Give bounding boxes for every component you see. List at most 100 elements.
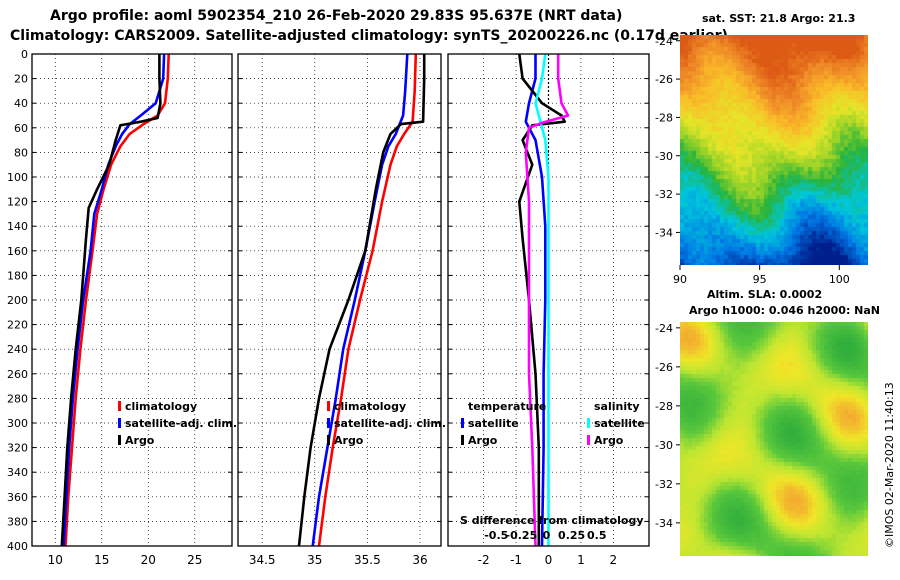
depth-tick-label: 220: [7, 319, 28, 332]
s-tick-label: 0.25: [558, 529, 585, 542]
map-y-tick-label: -26: [655, 73, 673, 86]
legend-swatch-t-argo: [461, 435, 464, 445]
map-y-tick-label: -30: [655, 150, 673, 163]
s-tick-label: 0: [543, 529, 551, 542]
depth-tick-label: 260: [7, 368, 28, 381]
depth-tick-label: 140: [7, 220, 28, 233]
map-x-tick-label: 95: [753, 273, 767, 286]
series-line-climatology: [317, 53, 418, 547]
s-tick-label: -0.5: [484, 529, 508, 542]
series-line-temperature-argo: [517, 53, 567, 546]
map-y-tick-label: -24: [655, 322, 673, 335]
panel-frame: [31, 53, 233, 547]
difference-legend: temperature satellite Argo salinity sate…: [460, 400, 645, 542]
depth-tick-label: 200: [7, 294, 28, 307]
map-y-tick-label: -34: [655, 226, 673, 239]
x-tick-label: 36: [412, 553, 427, 567]
depth-tick-label: 300: [7, 417, 28, 430]
depth-tick-label: 380: [7, 515, 28, 528]
sla-map-title-2: Argo h1000: 0.046 h2000: NaN: [689, 304, 880, 317]
salinity-panel: 34.5 35 35.5 36: [237, 53, 442, 567]
legend-swatch-climatology: [327, 401, 330, 411]
depth-tick-label: 40: [14, 97, 28, 110]
temperature-legend: climatology satellite-adj. clim. Argo: [118, 400, 237, 447]
imos-credit: ©IMOS 02-Mar-2020 11:40:13: [883, 382, 896, 548]
legend-swatch-satellite: [327, 418, 330, 428]
legend-label-s-argo: Argo: [594, 434, 624, 447]
x-tick-label: 35.5: [354, 553, 381, 567]
depth-tick-label: 0: [21, 48, 28, 61]
sla-map-y-axis: -24 -26 -28 -30 -32 -34: [655, 322, 680, 530]
depth-tick-label: 400: [7, 540, 28, 553]
title-line-2: Climatology: CARS2009. Satellite-adjuste…: [10, 28, 728, 44]
depth-tick-label: 340: [7, 466, 28, 479]
sla-map-title-1: Altim. SLA: 0.0002: [707, 288, 822, 301]
s-tick-label: -0.25: [506, 529, 538, 542]
sst-map: [680, 35, 868, 265]
depth-axis: 0 20 40 60 80 100 120 140 160 180 200 220 240 260 280 3…: [7, 48, 28, 553]
sla-map: [680, 322, 868, 556]
series-line-argo: [60, 54, 162, 547]
series-line-salinity-satellite: [534, 53, 550, 546]
legend-label-t-satellite: satellite: [468, 417, 519, 430]
x-tick-label: 2: [610, 553, 618, 567]
legend-swatch-t-satellite: [461, 418, 464, 428]
title-line-1: Argo profile: aoml 5902354_210 26-Feb-20…: [50, 8, 622, 24]
s-axis-ticks: -0.5-0.25 0 0.25 0.5: [484, 529, 606, 542]
sst-map-image: [680, 35, 868, 265]
depth-tick-label: 100: [7, 171, 28, 184]
sst-map-x-axis: 90 95 100: [673, 265, 850, 286]
x-tick-label: -2: [478, 553, 490, 567]
series-line-satellite-adj-clim-: [62, 53, 166, 547]
x-tick-label: 34.5: [249, 553, 276, 567]
series-line-salinity-argo: [524, 54, 570, 547]
x-tick-label: -1: [510, 553, 522, 567]
sla-map-image: [680, 322, 868, 556]
series-line-temperature-satellite: [524, 54, 547, 547]
salinity-legend: climatology satellite-adj. clim. Argo: [327, 400, 446, 447]
sst-map-y-axis: -24 -26 -28 -30 -32 -34: [655, 35, 680, 239]
legend-swatch-climatology: [118, 401, 121, 411]
legend-label-satellite: satellite-adj. clim.: [334, 417, 446, 430]
legend-label-satellite: satellite-adj. clim.: [125, 417, 237, 430]
x-tick-label: 25: [187, 553, 202, 567]
legend-label-argo: Argo: [125, 434, 155, 447]
s-tick-label: 0.5: [587, 529, 607, 542]
legend-swatch-s-satellite: [587, 418, 590, 428]
depth-tick-label: 20: [14, 73, 28, 86]
depth-tick-label: 180: [7, 269, 28, 282]
depth-tick-label: 320: [7, 442, 28, 455]
depth-tick-label: 120: [7, 196, 28, 209]
depth-tick-label: 160: [7, 245, 28, 258]
legend-label-climatology: climatology: [125, 400, 197, 413]
map-y-tick-label: -32: [655, 478, 673, 491]
panel-frame: [237, 53, 442, 547]
temperature-panel: 10 15 20 25: [31, 53, 233, 567]
legend-swatch-s-argo: [587, 435, 590, 445]
map-y-tick-label: -24: [655, 35, 673, 48]
legend-label-climatology: climatology: [334, 400, 406, 413]
legend-salinity-heading: salinity: [594, 400, 640, 413]
sst-map-title: sat. SST: 21.8 Argo: 21.3: [702, 12, 855, 25]
depth-tick-label: 280: [7, 392, 28, 405]
panel-frame: [447, 53, 650, 547]
x-tick-label: 0: [545, 553, 553, 567]
depth-tick-label: 240: [7, 343, 28, 356]
x-tick-label: 15: [94, 553, 109, 567]
series-line-argo: [297, 54, 426, 547]
x-tick-label: 1: [577, 553, 585, 567]
legend-swatch-argo: [118, 435, 121, 445]
x-tick-label: 10: [48, 553, 63, 567]
legend-temperature-heading: temperature: [468, 400, 546, 413]
map-x-tick-label: 100: [829, 273, 850, 286]
map-y-tick-label: -30: [655, 439, 673, 452]
legend-label-t-argo: Argo: [468, 434, 498, 447]
depth-tick-label: 60: [14, 122, 28, 135]
x-tick-label: 20: [141, 553, 156, 567]
x-tick-label: 35: [307, 553, 322, 567]
legend-label-s-satellite: satellite: [594, 417, 645, 430]
legend-label-argo: Argo: [334, 434, 364, 447]
map-x-tick-label: 90: [673, 273, 687, 286]
